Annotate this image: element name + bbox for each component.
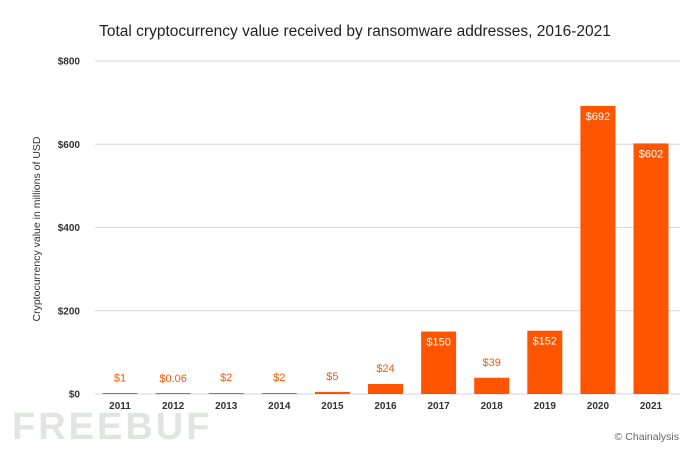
chart-title: Total cryptocurrency value received by r…: [99, 23, 611, 40]
bar-2016: [368, 384, 403, 394]
x-tick-label: 2019: [534, 401, 557, 412]
y-axis-ticks: $0 $200 $400 $600 $800: [58, 57, 81, 401]
data-label-2014: $2: [273, 372, 285, 384]
data-labels: $1 $0.06 $2 $2 $5 $24 $150 $39 $152 $692 $602: [114, 111, 663, 385]
y-axis-label: Cryptocurrency value in millions of USD: [31, 136, 43, 321]
data-label-2018: $39: [483, 357, 501, 369]
source-credit: © Chainalysis: [615, 431, 679, 443]
bar-2017: [421, 331, 457, 394]
y-tick-label: $200: [58, 306, 81, 317]
x-tick-label: 2013: [215, 401, 238, 412]
x-tick-label: 2014: [268, 401, 291, 412]
y-tick-label: $0: [69, 390, 81, 401]
bars: [102, 105, 669, 394]
data-label-2015: $5: [326, 371, 338, 383]
x-tick-label: 2016: [374, 401, 397, 412]
data-label-2020: $692: [586, 111, 610, 123]
data-label-2013: $2: [220, 372, 232, 384]
bar-2015: [314, 391, 350, 394]
x-tick-label: 2021: [640, 401, 663, 412]
x-tick-label: 2018: [481, 401, 504, 412]
x-tick-label: 2012: [162, 401, 185, 412]
y-tick-label: $600: [58, 140, 81, 151]
x-tick-label: 2020: [587, 401, 610, 412]
bar-2018: [474, 377, 510, 394]
data-label-2019: $152: [533, 336, 557, 348]
x-tick-label: 2017: [427, 401, 450, 412]
bar-2021: [633, 143, 669, 394]
bar-2012: [155, 393, 191, 394]
data-label-2021: $602: [639, 148, 663, 160]
watermark-text: FREEBUF: [12, 406, 212, 448]
data-label-2017: $150: [426, 337, 450, 349]
bar-2019: [527, 330, 563, 394]
bar-2014: [261, 393, 297, 394]
bar-2013: [208, 393, 244, 394]
data-label-2012: $0.06: [159, 373, 187, 385]
watermark: FREEBUF: [12, 406, 212, 448]
x-axis-ticks: 2011 2012 2013 2014 2015 2016 2017 2018 2019 2020…: [109, 401, 662, 412]
x-tick-label: 2011: [109, 401, 131, 412]
bar-2020: [580, 105, 616, 394]
y-tick-label: $400: [58, 223, 81, 234]
y-tick-label: $800: [58, 57, 81, 68]
data-label-2011: $1: [114, 373, 126, 385]
data-label-2016: $24: [376, 363, 394, 375]
x-tick-label: 2015: [321, 401, 344, 412]
bar-2011: [102, 393, 138, 394]
